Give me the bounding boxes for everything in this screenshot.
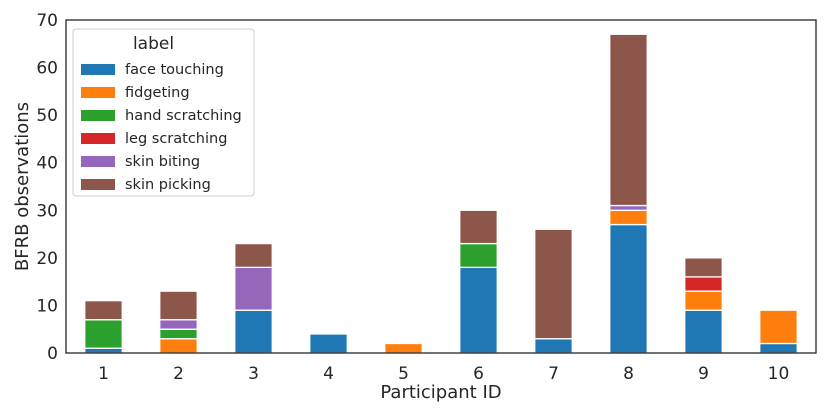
legend-swatch-skin-biting <box>81 156 115 167</box>
y-axis: 0 10 20 30 40 50 60 70 <box>36 11 58 364</box>
x-tick-label: 6 <box>473 364 484 384</box>
bar-segment-skin-biting-2 <box>159 319 198 330</box>
bar-segment-fidgeting-8 <box>609 209 648 226</box>
bar-segment-face-touching-8 <box>609 223 648 354</box>
y-tick-label: 60 <box>36 59 58 79</box>
bar-segment-fidgeting-5 <box>384 342 423 354</box>
legend-swatch-leg-scratching <box>81 133 115 144</box>
y-tick-label: 70 <box>36 11 58 31</box>
bar-segment-face-touching-7 <box>534 338 573 354</box>
bar-segment-skin-picking-3 <box>234 242 273 269</box>
bar-segment-skin-biting-3 <box>234 266 273 311</box>
legend-title: label <box>133 34 174 54</box>
y-tick-label: 20 <box>36 249 58 269</box>
bars-group <box>84 33 798 354</box>
legend-items: face touching fidgeting hand scratching leg… <box>81 62 242 193</box>
y-tick-label: 0 <box>47 344 58 364</box>
bar-segment-face-touching-6 <box>459 266 498 354</box>
x-tick-label: 8 <box>623 364 634 384</box>
y-tick-label: 10 <box>36 296 58 316</box>
bar-segment-skin-picking-7 <box>534 228 573 340</box>
bar-segment-hand-scratching-6 <box>459 242 498 269</box>
bar-segment-hand-scratching-1 <box>84 319 123 349</box>
y-tick-label: 50 <box>36 106 58 126</box>
bar-segment-face-touching-4 <box>309 333 348 354</box>
bar-segment-hand-scratching-2 <box>159 328 198 340</box>
bar-segment-face-touching-10 <box>759 342 798 354</box>
x-tick-label: 5 <box>398 364 409 384</box>
legend-swatch-skin-picking <box>81 179 115 190</box>
bar-segment-face-touching-3 <box>234 309 273 354</box>
x-tick-label: 7 <box>548 364 559 384</box>
legend-label-hand-scratching: hand scratching <box>125 108 242 124</box>
x-tick-label: 2 <box>173 364 184 384</box>
legend-swatch-hand-scratching <box>81 110 115 121</box>
bar-segment-fidgeting-9 <box>684 290 723 311</box>
x-tick-label: 3 <box>248 364 259 384</box>
bar-segment-skin-biting-8 <box>609 204 648 211</box>
x-axis: 1 2 3 4 5 6 7 8 9 10 <box>98 364 789 384</box>
bar-segment-skin-picking-8 <box>609 33 648 207</box>
legend-label-fidgeting: fidgeting <box>125 85 190 101</box>
bar-segment-face-touching-1 <box>84 347 123 354</box>
x-axis-label: Participant ID <box>380 382 501 403</box>
bar-segment-fidgeting-10 <box>759 309 798 345</box>
x-tick-label: 10 <box>768 364 790 384</box>
bar-segment-face-touching-9 <box>684 309 723 354</box>
legend-label-face-touching: face touching <box>125 62 224 78</box>
legend-label-leg-scratching: leg scratching <box>125 131 227 147</box>
legend-label-skin-picking: skin picking <box>125 177 211 193</box>
y-tick-label: 30 <box>36 201 58 221</box>
plot-frame <box>65 19 817 354</box>
x-tick-label: 9 <box>698 364 709 384</box>
bar-segment-skin-picking-9 <box>684 257 723 278</box>
legend-swatch-face-touching <box>81 64 115 75</box>
bar-segment-skin-picking-6 <box>459 209 498 245</box>
legend-label-skin-biting: skin biting <box>125 154 200 170</box>
y-axis-label: BFRB observations <box>12 102 33 271</box>
bar-segment-fidgeting-2 <box>159 338 198 354</box>
y-tick-label: 40 <box>36 154 58 174</box>
legend: label face touching fidgeting hand scratch… <box>72 28 255 197</box>
bar-segment-skin-picking-2 <box>159 290 198 321</box>
bar-segment-skin-picking-1 <box>84 300 123 321</box>
legend-swatch-fidgeting <box>81 87 115 98</box>
bar-segment-leg-scratching-9 <box>684 276 723 292</box>
x-tick-label: 4 <box>323 364 334 384</box>
x-tick-label: 1 <box>98 364 109 384</box>
legend-box <box>72 28 255 197</box>
